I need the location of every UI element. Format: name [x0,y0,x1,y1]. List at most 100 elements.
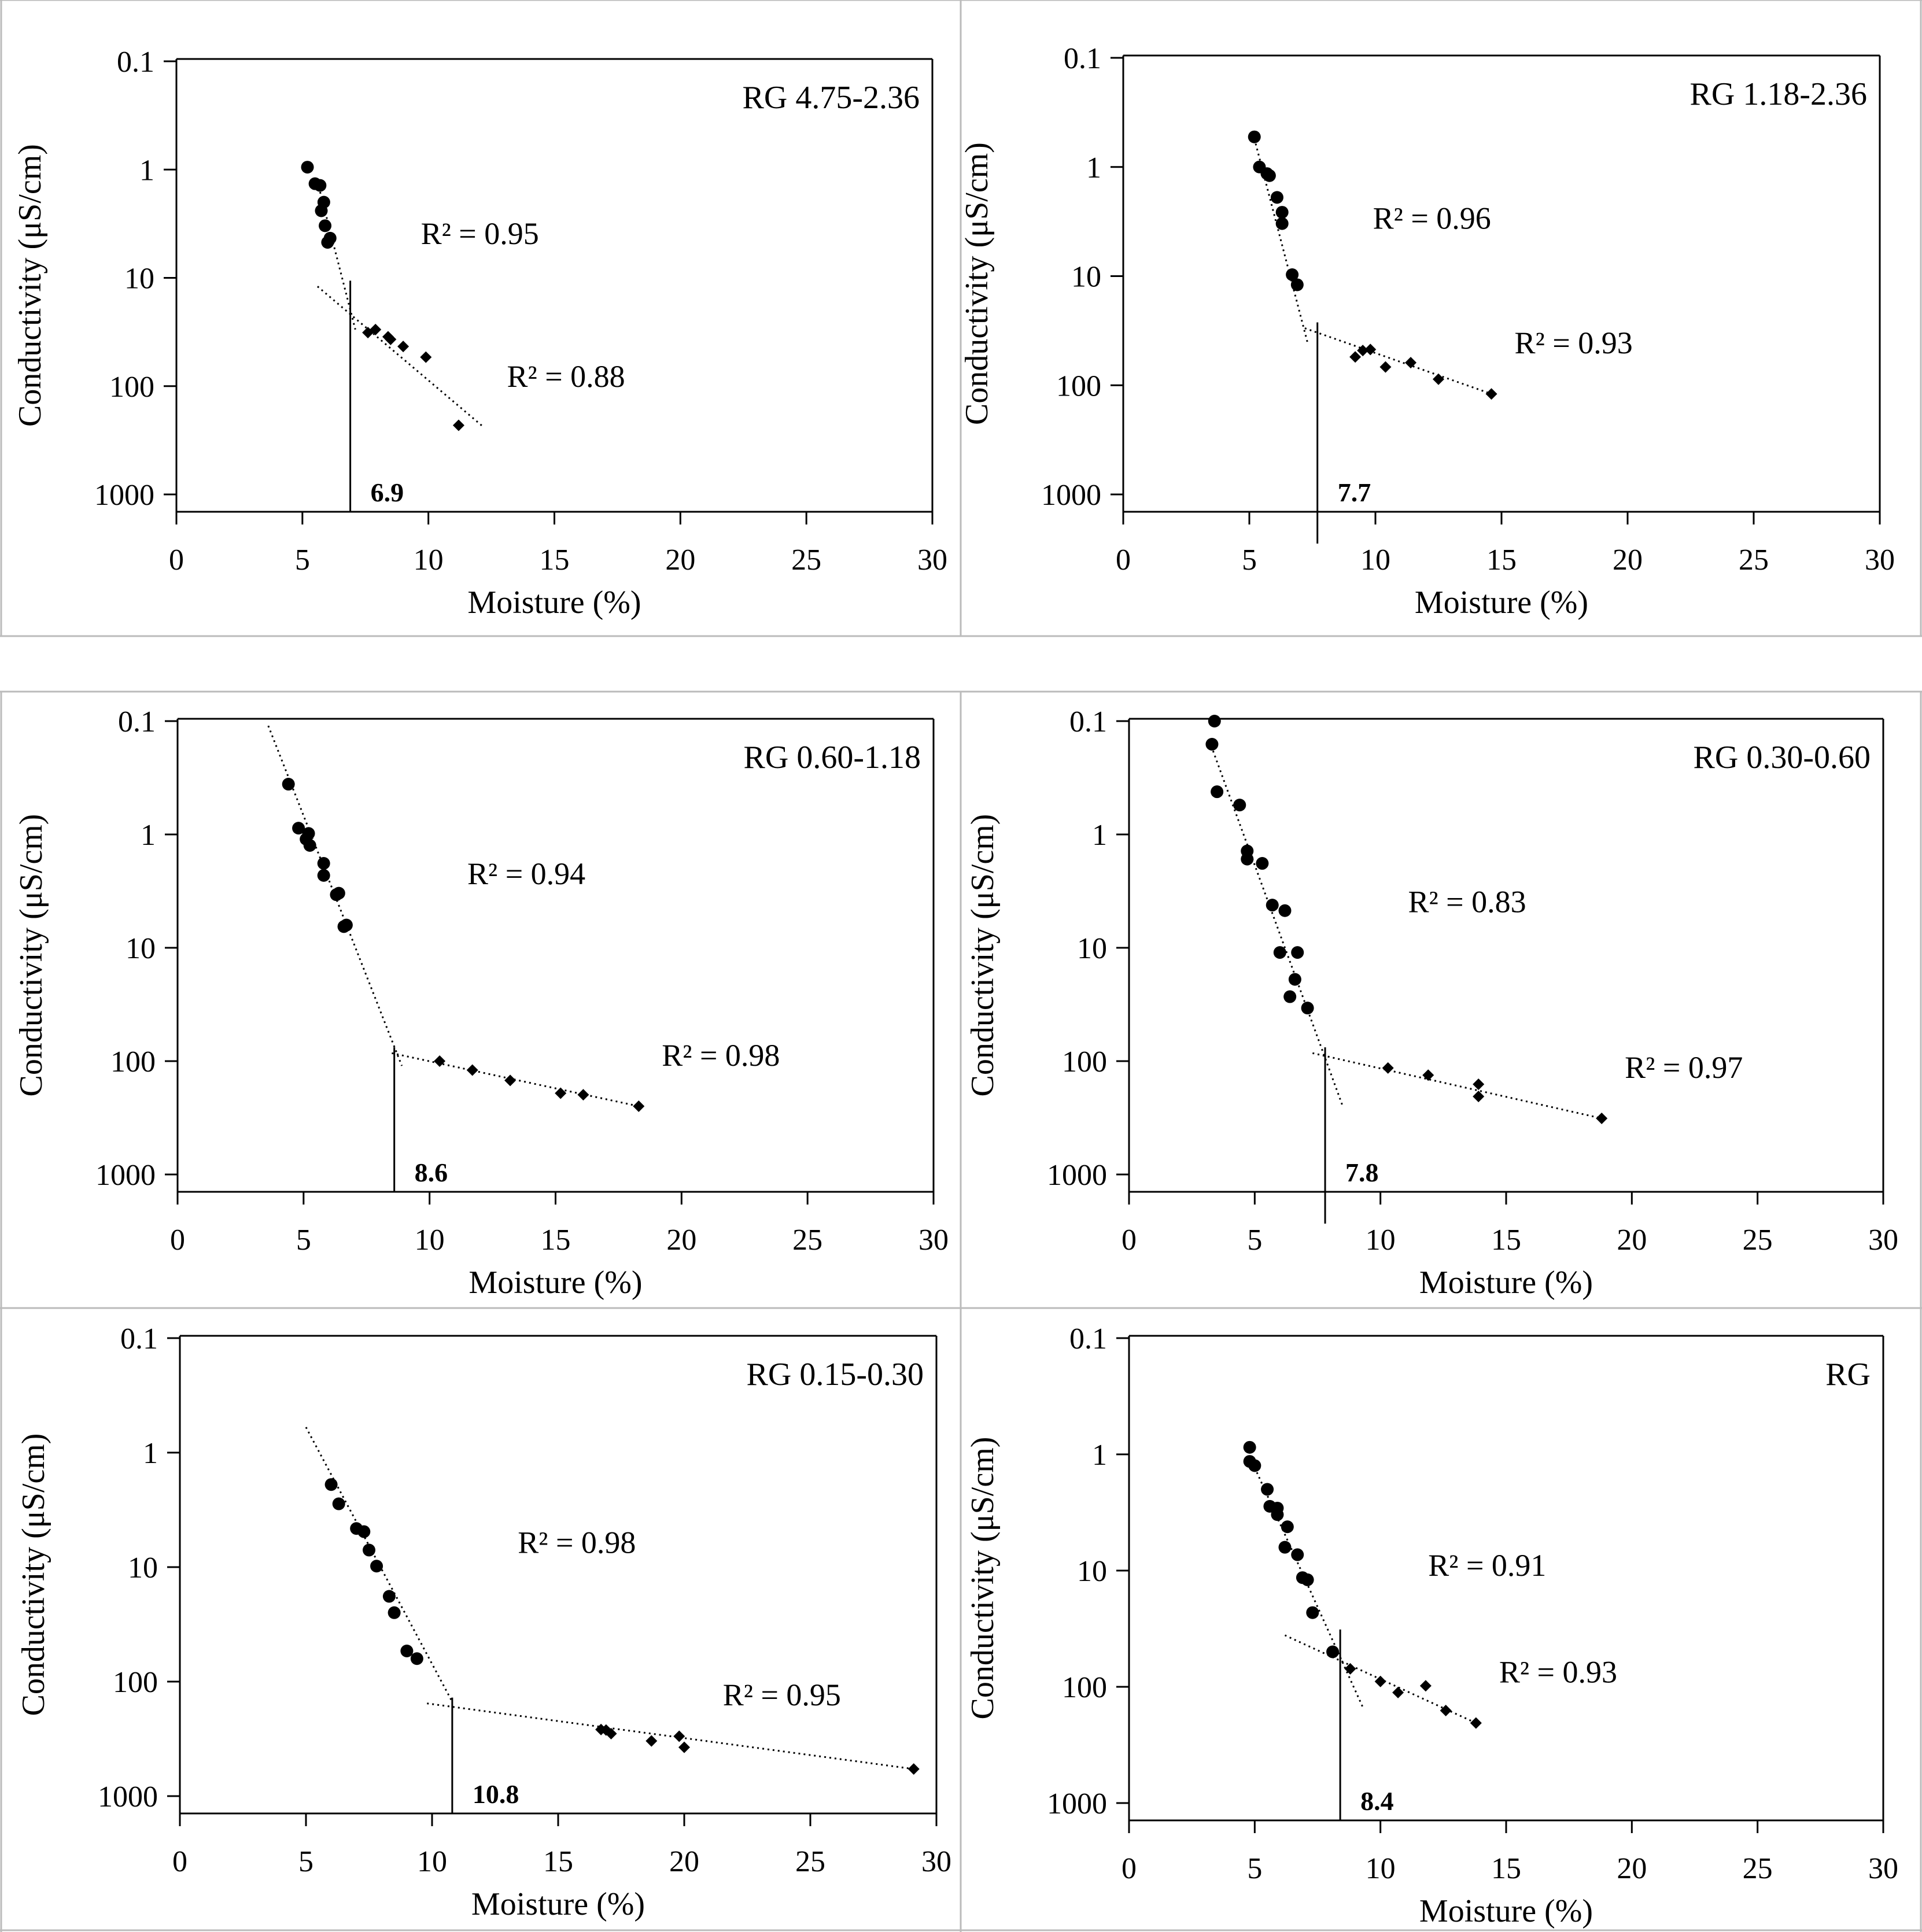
chart-panel: 0.1 1 10 100 1000 0 5 10 15 20 25 30 Moisture (%) Con… [13,705,949,1301]
data-point-circle [1266,899,1279,912]
x-tick-label: 25 [792,1224,822,1257]
x-tick-label: 20 [669,1845,699,1878]
data-point-diamond [1374,1675,1386,1687]
chart-panel: 0.1 1 10 100 1000 0 5 10 15 20 25 30 Moisture (%) Con… [959,42,1895,620]
data-point-circle [1233,799,1246,812]
y-tick-label: 1000 [95,1159,156,1192]
chart-panel: 0.1 1 10 100 1000 0 5 10 15 20 25 30 Moisture (%) Con… [16,1323,951,1922]
y-tick-label: 1 [1086,152,1101,184]
data-point-circle [1291,946,1304,959]
r2-label-before: R² = 0.83 [1408,884,1526,919]
y-tick-label: 1 [141,819,156,852]
x-tick-label: 10 [415,1224,445,1257]
y-tick-label: 1000 [1041,479,1101,512]
data-point-diamond [1473,1078,1485,1091]
panel-title: RG 0.15-0.30 [747,1357,924,1392]
data-point-circle [282,778,295,791]
data-point-circle [363,1543,375,1557]
data-point-diamond [605,1728,617,1740]
panel-title: RG 4.75-2.36 [743,80,920,116]
data-point-circle [357,1525,371,1538]
data-point-diamond [1422,1069,1434,1081]
x-tick-label: 30 [1865,544,1895,577]
x-tick-label: 15 [1486,544,1517,577]
x-axis-title: Moisture (%) [467,585,641,620]
data-point-circle [1256,857,1269,870]
y-tick-label: 0.1 [120,1323,158,1355]
x-tick-label: 0 [172,1845,187,1878]
x-tick-label: 20 [1617,1852,1647,1885]
x-tick-label: 10 [1366,1852,1396,1885]
trend-line [427,1702,914,1770]
data-point-circle [1273,946,1286,959]
panel-title: RG 1.18-2.36 [1690,76,1867,112]
r2-label-before: R² = 0.95 [421,216,539,251]
data-point-circle [332,1497,345,1510]
r2-label-before: R² = 0.96 [1373,201,1491,235]
x-tick-label: 20 [666,1224,696,1257]
r2-label-after: R² = 0.88 [507,359,625,394]
chart-panel: 0.1 1 10 100 1000 0 5 10 15 20 25 30 Moisture (%) Con… [12,46,947,620]
data-point-circle [1291,1548,1304,1561]
y-axis-title: Conductivity (μS/cm) [13,814,49,1097]
data-point-circle [1290,278,1304,291]
data-point-diamond [1357,345,1369,357]
data-point-circle [1241,852,1254,866]
data-point-circle [340,918,353,932]
r2-label-after: R² = 0.95 [723,1678,841,1712]
breakpoint-label: 7.8 [1345,1158,1379,1187]
data-point-circle [1248,130,1261,143]
data-point-diamond [673,1730,685,1742]
data-point-circle [1211,785,1224,799]
x-tick-label: 0 [170,1224,185,1257]
data-point-circle [1205,738,1219,751]
data-point-diamond [504,1074,517,1087]
x-tick-label: 10 [417,1845,447,1878]
data-point-diamond [397,341,410,353]
y-tick-label: 0.1 [1064,42,1101,75]
y-tick-label: 1 [1092,1439,1107,1472]
x-tick-label: 5 [298,1845,313,1878]
data-point-circle [1283,990,1297,1003]
r2-label-before: R² = 0.94 [467,856,585,891]
y-tick-label: 10 [124,263,154,295]
data-point-diamond [452,419,464,431]
x-tick-label: 20 [665,544,695,577]
data-point-diamond [420,351,432,363]
data-point-diamond [1473,1091,1485,1103]
x-tick-label: 15 [1491,1852,1521,1885]
x-tick-label: 25 [1743,1224,1773,1257]
x-tick-label: 10 [1360,544,1390,577]
data-point-circle [321,236,334,249]
y-axis-title: Conductivity (μS/cm) [12,144,48,427]
r2-label-after: R² = 0.97 [1625,1050,1743,1085]
trend-line [1253,1467,1364,1708]
y-tick-label: 100 [1062,1671,1107,1704]
x-axis-title: Moisture (%) [471,1886,645,1922]
x-tick-label: 25 [791,544,821,577]
data-point-circle [1306,1606,1319,1619]
data-point-circle [324,1478,338,1491]
x-tick-label: 0 [1122,1852,1137,1885]
x-tick-label: 30 [1868,1852,1898,1885]
panel-title: RG [1825,1357,1871,1392]
x-tick-label: 25 [1739,544,1769,577]
data-point-circle [301,161,314,174]
data-point-circle [1301,1573,1314,1586]
data-point-diamond [907,1763,920,1775]
data-point-diamond [1382,1062,1394,1074]
data-point-circle [1275,206,1289,219]
data-point-circle [332,886,345,900]
r2-label-before: R² = 0.98 [518,1525,636,1560]
r2-label-after: R² = 0.93 [1515,326,1633,360]
x-tick-label: 15 [543,1845,573,1878]
y-tick-label: 10 [128,1551,158,1584]
chart-panel: 0.1 1 10 100 1000 0 5 10 15 20 25 30 Moisture (%) Con… [965,1323,1898,1929]
data-point-diamond [645,1735,658,1747]
breakpoint-label: 10.8 [473,1779,519,1809]
x-axis-title: Moisture (%) [1415,585,1588,620]
x-tick-label: 0 [1122,1224,1137,1257]
r2-label-before: R² = 0.91 [1428,1548,1546,1583]
trend-line [1304,327,1492,395]
